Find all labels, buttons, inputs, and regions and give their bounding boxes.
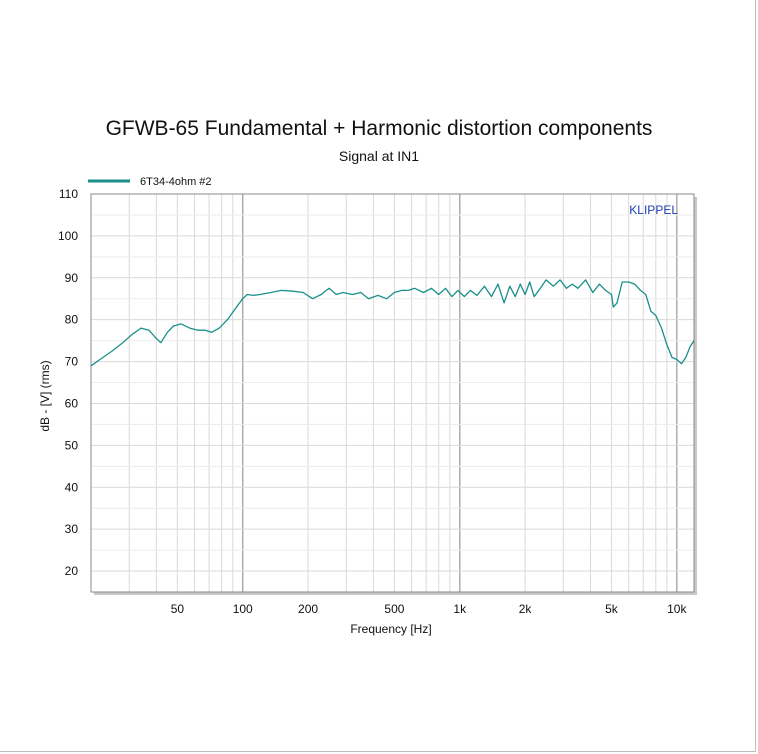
chart-subtitle: Signal at IN1 bbox=[338, 148, 420, 164]
klippel-watermark: KLIPPEL bbox=[629, 203, 678, 217]
chart-title: GFWB-65 Fundamental + Harmonic distortio… bbox=[105, 117, 653, 140]
plot-area bbox=[91, 194, 694, 592]
y-tick-label: 100 bbox=[58, 229, 78, 243]
x-axis-label: Frequency [Hz] bbox=[350, 622, 431, 636]
legend-label: 6T34-4ohm #2 bbox=[140, 176, 212, 188]
series-line bbox=[90, 279, 695, 367]
y-tick-label: 40 bbox=[65, 480, 79, 494]
y-tick-label: 60 bbox=[65, 396, 79, 410]
x-tick-label: 50 bbox=[171, 602, 185, 616]
x-tick-label: 10k bbox=[667, 602, 687, 616]
x-tick-label: 100 bbox=[233, 602, 253, 616]
x-tick-label: 500 bbox=[384, 602, 404, 616]
x-tick-label: 200 bbox=[298, 602, 318, 616]
x-tick-label: 1k bbox=[453, 602, 467, 616]
y-tick-label: 50 bbox=[65, 438, 79, 452]
legend: 6T34-4ohm #2 bbox=[88, 176, 212, 188]
y-tick-label: 30 bbox=[65, 522, 79, 536]
y-tick-label: 110 bbox=[59, 187, 78, 201]
y-axis-label: dB - [V] (rms) bbox=[38, 360, 52, 431]
plot-border bbox=[90, 193, 695, 593]
y-tick-label: 20 bbox=[65, 564, 79, 578]
x-tick-label: 2k bbox=[519, 602, 533, 616]
y-tick-label: 90 bbox=[65, 271, 79, 285]
axes: 20 30 40 50 60 70 80 90 100 110 50 100 200 500 1k 2k 5k 1… bbox=[58, 187, 695, 616]
y-tick-label: 70 bbox=[65, 355, 79, 369]
x-tick-label: 5k bbox=[605, 602, 619, 616]
series-layer bbox=[90, 279, 695, 367]
y-tick-label: 80 bbox=[65, 313, 79, 327]
